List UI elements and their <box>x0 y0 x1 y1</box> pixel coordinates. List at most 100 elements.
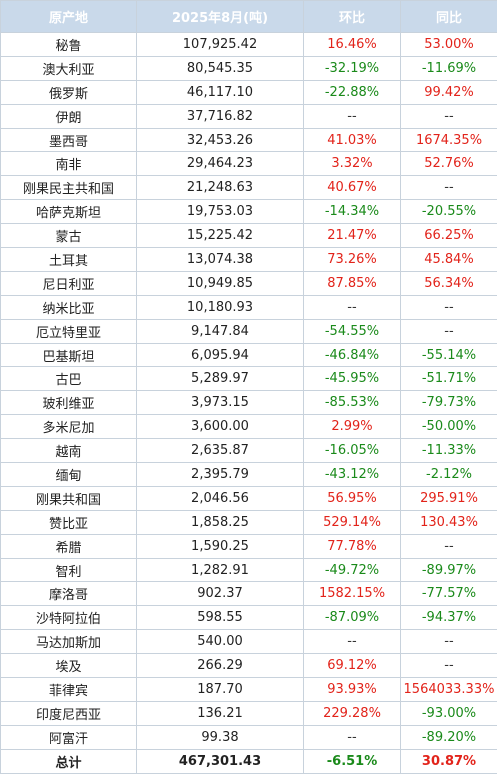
yoy-cell: -94.37% <box>400 605 497 631</box>
origin-cell: 马达加斯加 <box>0 629 137 655</box>
origin-cell: 智利 <box>0 557 137 583</box>
table-row: 印度尼西亚 136.21 229.28% -93.00% <box>0 700 497 726</box>
origin-cell: 玻利维亚 <box>0 390 137 416</box>
volume-cell: 3,600.00 <box>136 414 304 440</box>
mom-cell: 56.95% <box>303 485 401 511</box>
origin-cell: 古巴 <box>0 366 137 392</box>
origin-cell: 印度尼西亚 <box>0 700 137 726</box>
volume-cell: 80,545.35 <box>136 55 304 81</box>
mom-cell: 529.14% <box>303 509 401 535</box>
yoy-cell: -79.73% <box>400 390 497 416</box>
yoy-cell: 295.91% <box>400 485 497 511</box>
table-row: 蒙古 15,225.42 21.47% 66.25% <box>0 223 497 249</box>
table-row: 马达加斯加 540.00 -- -- <box>0 629 497 655</box>
origin-cell: 蒙古 <box>0 223 137 249</box>
volume-cell: 2,046.56 <box>136 485 304 511</box>
origin-cell: 尼日利亚 <box>0 270 137 296</box>
origin-cell: 伊朗 <box>0 103 137 129</box>
mom-cell: -32.19% <box>303 55 401 81</box>
header-yoy: 同比 <box>400 0 497 33</box>
mom-cell: -- <box>303 294 401 320</box>
table-row: 哈萨克斯坦 19,753.03 -14.34% -20.55% <box>0 199 497 225</box>
table-row: 古巴 5,289.97 -45.95% -51.71% <box>0 366 497 392</box>
mom-cell: -87.09% <box>303 605 401 631</box>
mom-cell: -- <box>303 629 401 655</box>
mom-cell: -85.53% <box>303 390 401 416</box>
table-row: 智利 1,282.91 -49.72% -89.97% <box>0 557 497 583</box>
mom-cell: 40.67% <box>303 175 401 201</box>
yoy-cell: 45.84% <box>400 247 497 272</box>
table-row: 土耳其 13,074.38 73.26% 45.84% <box>0 247 497 272</box>
mom-cell: 41.03% <box>303 127 401 153</box>
mom-cell: 93.93% <box>303 677 401 702</box>
origin-cell: 希腊 <box>0 533 137 559</box>
yoy-cell: -77.57% <box>400 581 497 607</box>
table-row: 缅甸 2,395.79 -43.12% -2.12% <box>0 462 497 487</box>
origin-cell: 刚果共和国 <box>0 485 137 511</box>
table-row: 巴基斯坦 6,095.94 -46.84% -55.14% <box>0 342 497 368</box>
mom-cell: -46.84% <box>303 342 401 368</box>
mom-cell: 87.85% <box>303 270 401 296</box>
table-body: 秘鲁 107,925.42 16.46% 53.00% 澳大利亚 80,545.35 -32… <box>0 32 497 750</box>
yoy-cell: 56.34% <box>400 270 497 296</box>
yoy-cell: -- <box>400 629 497 655</box>
volume-cell: 9,147.84 <box>136 318 304 344</box>
yoy-cell: -89.20% <box>400 724 497 750</box>
table-row: 南非 29,464.23 3.32% 52.76% <box>0 151 497 177</box>
table-row: 刚果民主共和国 21,248.63 40.67% -- <box>0 175 497 201</box>
mom-cell: 1582.15% <box>303 581 401 607</box>
origin-cell: 埃及 <box>0 653 137 679</box>
yoy-cell: 99.42% <box>400 79 497 105</box>
yoy-cell: -55.14% <box>400 342 497 368</box>
mom-cell: -- <box>303 724 401 750</box>
origin-cell: 南非 <box>0 151 137 177</box>
yoy-cell: -11.33% <box>400 438 497 464</box>
mom-cell: 229.28% <box>303 700 401 726</box>
mom-cell: -22.88% <box>303 79 401 105</box>
volume-cell: 13,074.38 <box>136 247 304 272</box>
origin-cell: 秘鲁 <box>0 32 137 57</box>
origin-cell: 俄罗斯 <box>0 79 137 105</box>
table-row: 俄罗斯 46,117.10 -22.88% 99.42% <box>0 79 497 105</box>
origin-cell: 纳米比亚 <box>0 294 137 320</box>
yoy-cell: 130.43% <box>400 509 497 535</box>
mom-cell: -45.95% <box>303 366 401 392</box>
yoy-cell: -51.71% <box>400 366 497 392</box>
table-header-row: 原产地 2025年8月(吨) 环比 同比 <box>0 0 497 33</box>
total-row: 总计 467,301.43 -6.51% 30.87% <box>0 748 497 774</box>
volume-cell: 1,590.25 <box>136 533 304 559</box>
table-row: 厄立特里亚 9,147.84 -54.55% -- <box>0 318 497 344</box>
origin-cell: 墨西哥 <box>0 127 137 153</box>
volume-cell: 19,753.03 <box>136 199 304 225</box>
volume-cell: 6,095.94 <box>136 342 304 368</box>
origin-cell: 摩洛哥 <box>0 581 137 607</box>
total-label: 总计 <box>0 748 137 774</box>
volume-cell: 5,289.97 <box>136 366 304 392</box>
yoy-cell: -- <box>400 533 497 559</box>
volume-cell: 10,949.85 <box>136 270 304 296</box>
origin-cell: 刚果民主共和国 <box>0 175 137 201</box>
table-row: 赞比亚 1,858.25 529.14% 130.43% <box>0 509 497 535</box>
yoy-cell: -89.97% <box>400 557 497 583</box>
origin-cell: 土耳其 <box>0 247 137 272</box>
volume-cell: 29,464.23 <box>136 151 304 177</box>
origin-cell: 缅甸 <box>0 462 137 487</box>
volume-cell: 99.38 <box>136 724 304 750</box>
total-volume: 467,301.43 <box>136 748 304 774</box>
volume-cell: 598.55 <box>136 605 304 631</box>
table-row: 摩洛哥 902.37 1582.15% -77.57% <box>0 581 497 607</box>
table-row: 沙特阿拉伯 598.55 -87.09% -94.37% <box>0 605 497 631</box>
table-row: 埃及 266.29 69.12% -- <box>0 653 497 679</box>
volume-cell: 3,973.15 <box>136 390 304 416</box>
yoy-cell: -2.12% <box>400 462 497 487</box>
yoy-cell: -93.00% <box>400 700 497 726</box>
table-row: 纳米比亚 10,180.93 -- -- <box>0 294 497 320</box>
table-row: 菲律宾 187.70 93.93% 1564033.33% <box>0 677 497 702</box>
volume-cell: 1,858.25 <box>136 509 304 535</box>
volume-cell: 2,635.87 <box>136 438 304 464</box>
yoy-cell: 66.25% <box>400 223 497 249</box>
header-origin: 原产地 <box>0 0 137 33</box>
mom-cell: -16.05% <box>303 438 401 464</box>
yoy-cell: 1674.35% <box>400 127 497 153</box>
